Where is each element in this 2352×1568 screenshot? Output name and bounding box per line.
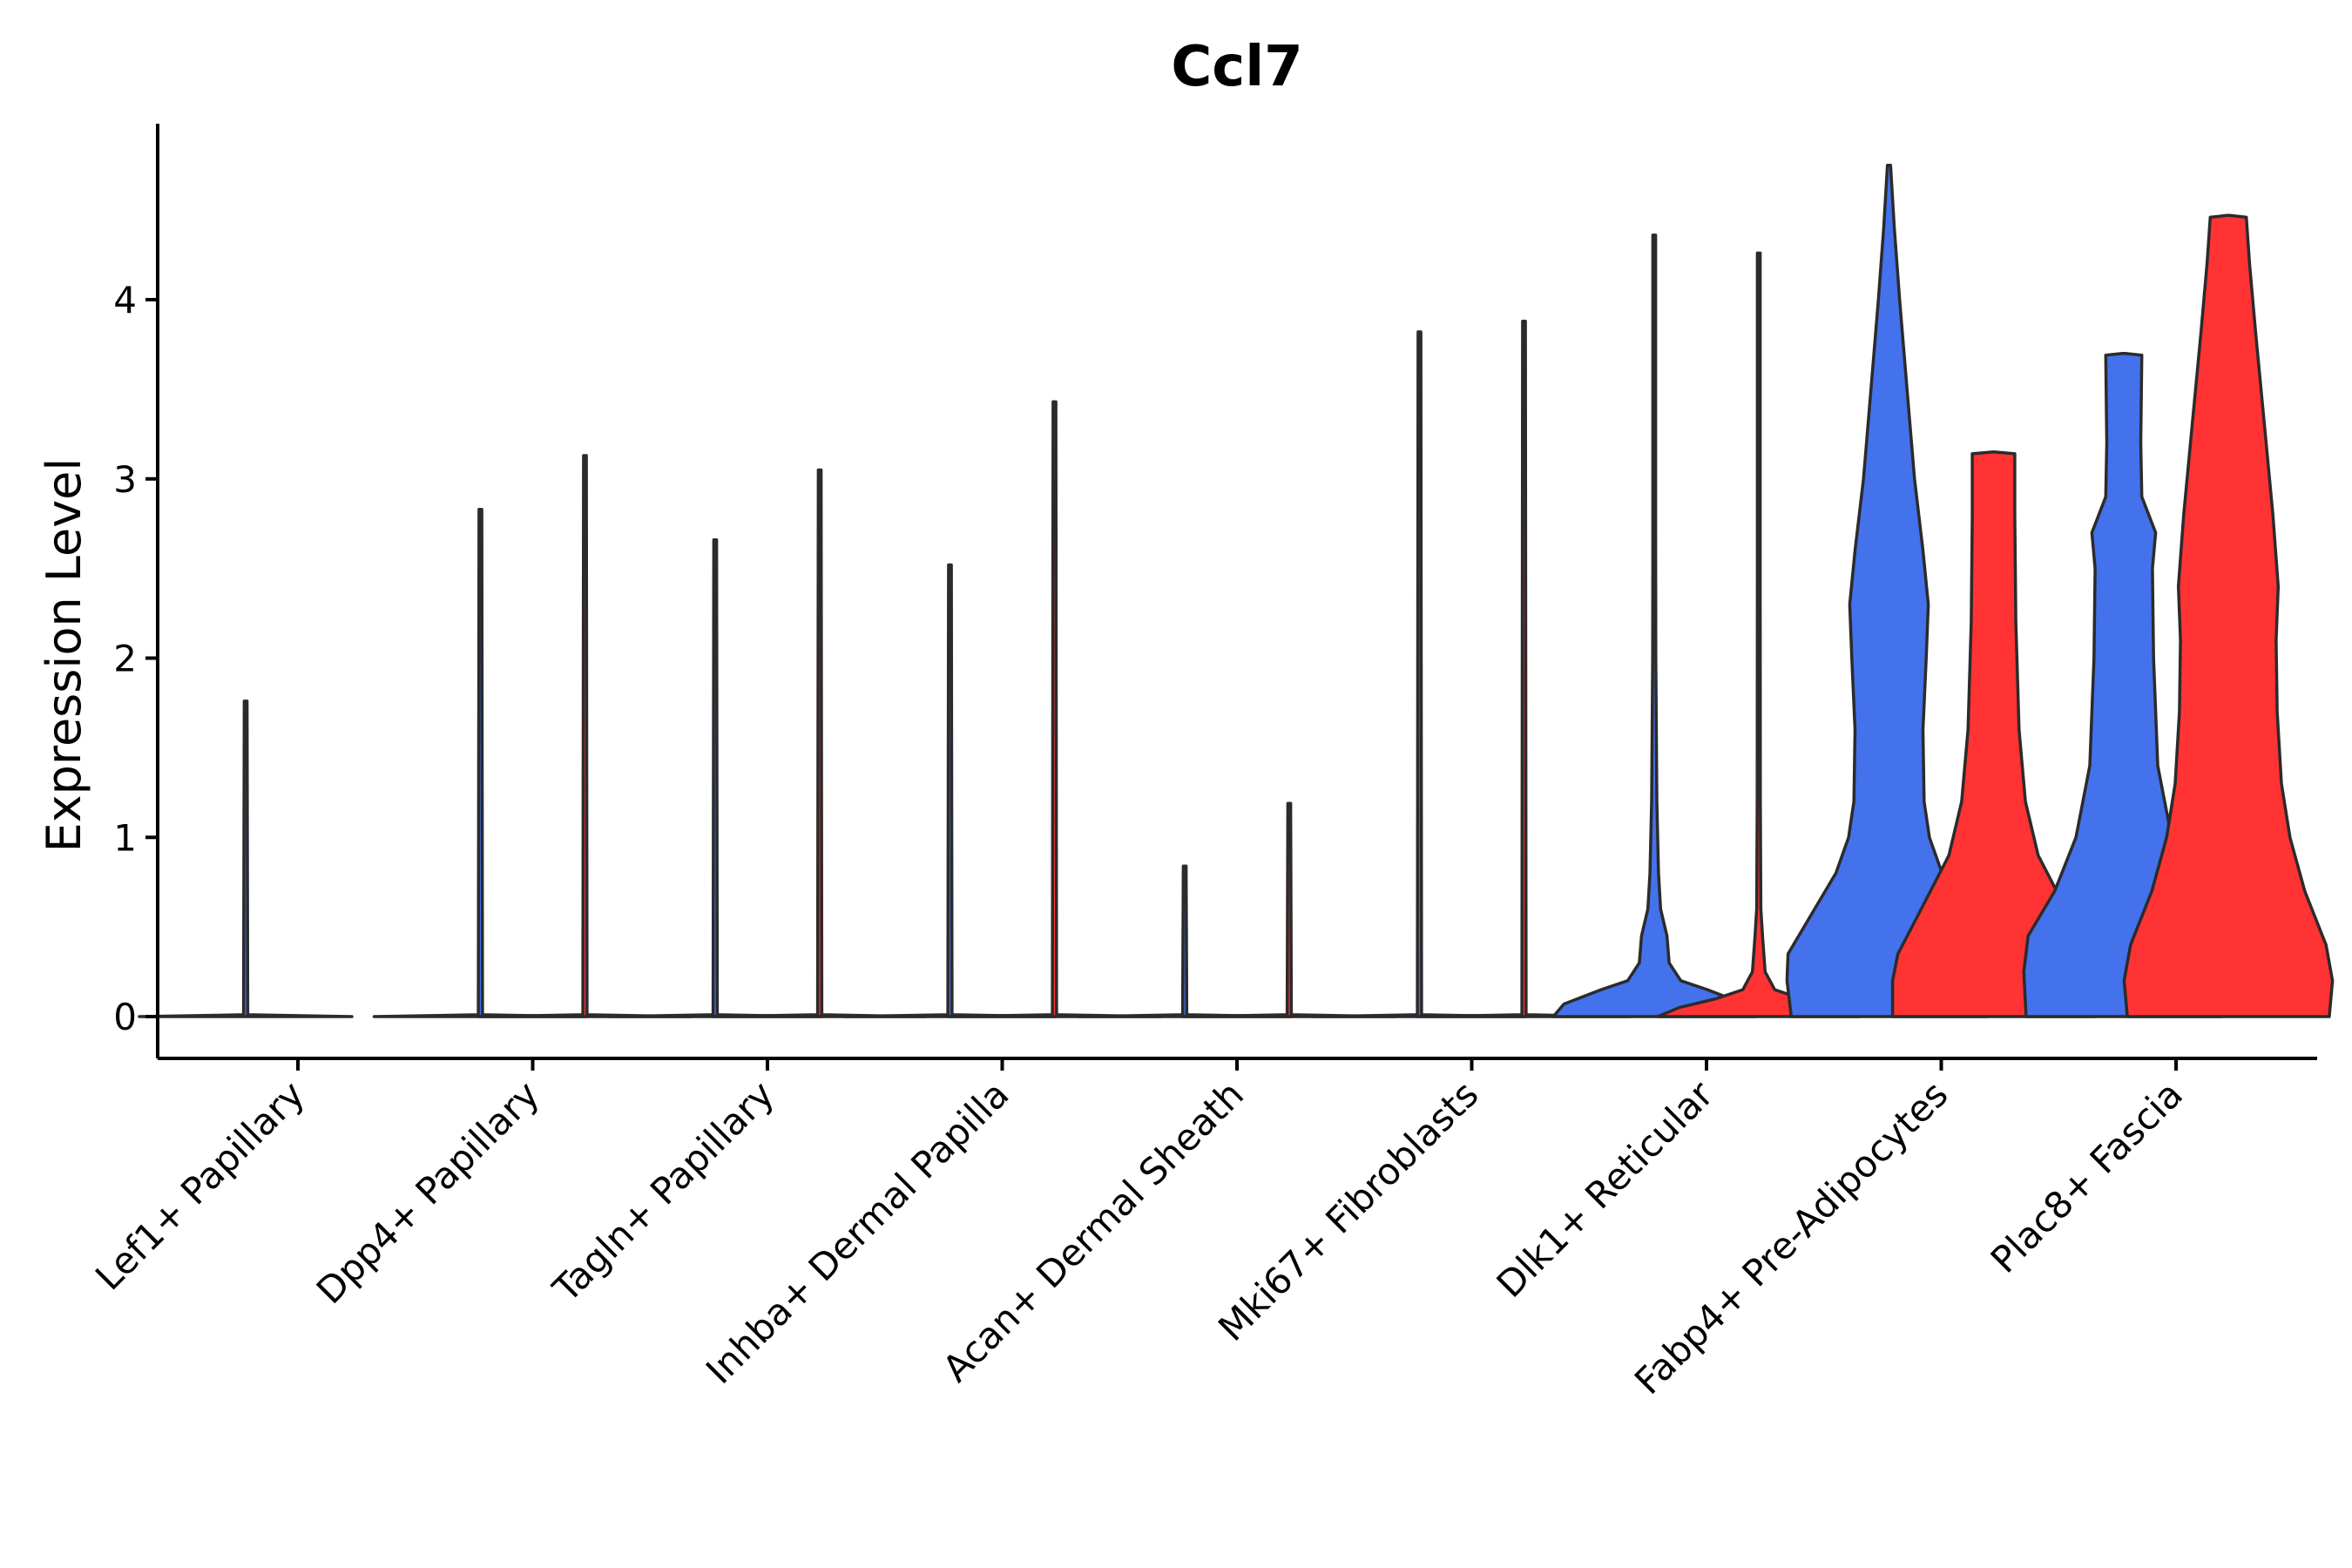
violin-blue-7 xyxy=(1785,163,1993,1018)
chart-title: Ccl7 xyxy=(1171,35,1302,99)
violin-blue-2 xyxy=(607,537,823,1018)
x-tick-label: Dlk1+ Reticular xyxy=(1489,1072,1722,1306)
y-tick-label: 3 xyxy=(113,458,137,501)
violin-red-8 xyxy=(2122,213,2335,1018)
x-tick-label: Dpp4+ Papillary xyxy=(308,1072,548,1312)
violin-blue-6 xyxy=(1551,233,1757,1018)
violin-red-2 xyxy=(712,468,928,1018)
y-tick-label: 2 xyxy=(113,638,137,680)
y-axis: 0 1 2 3 4 xyxy=(113,124,159,1058)
x-tick-label: Mki67+ Fibroblasts xyxy=(1210,1072,1486,1348)
y-axis-label: Expression Level xyxy=(37,458,91,853)
violin-red-1 xyxy=(476,454,693,1018)
violin-blue-0 xyxy=(138,700,354,1018)
violin-red-4 xyxy=(1181,801,1397,1018)
violin-blue-4 xyxy=(1077,864,1293,1018)
violin-blue-1 xyxy=(372,507,589,1018)
violin-red-3 xyxy=(946,400,1163,1018)
y-tick-label: 0 xyxy=(113,996,137,1038)
violin-blue-3 xyxy=(841,563,1058,1018)
x-tick-label: Lef1+ Papillary xyxy=(87,1072,313,1298)
violin-group xyxy=(138,163,2335,1018)
y-tick-label: 1 xyxy=(113,816,137,859)
x-tick-label: Plac8+ Fascia xyxy=(1983,1072,2191,1281)
violin-blue-5 xyxy=(1311,330,1528,1018)
y-tick-label: 4 xyxy=(113,279,137,321)
x-tick-label: Tagln+ Papillary xyxy=(544,1072,782,1310)
violin-red-5 xyxy=(1416,319,1632,1018)
